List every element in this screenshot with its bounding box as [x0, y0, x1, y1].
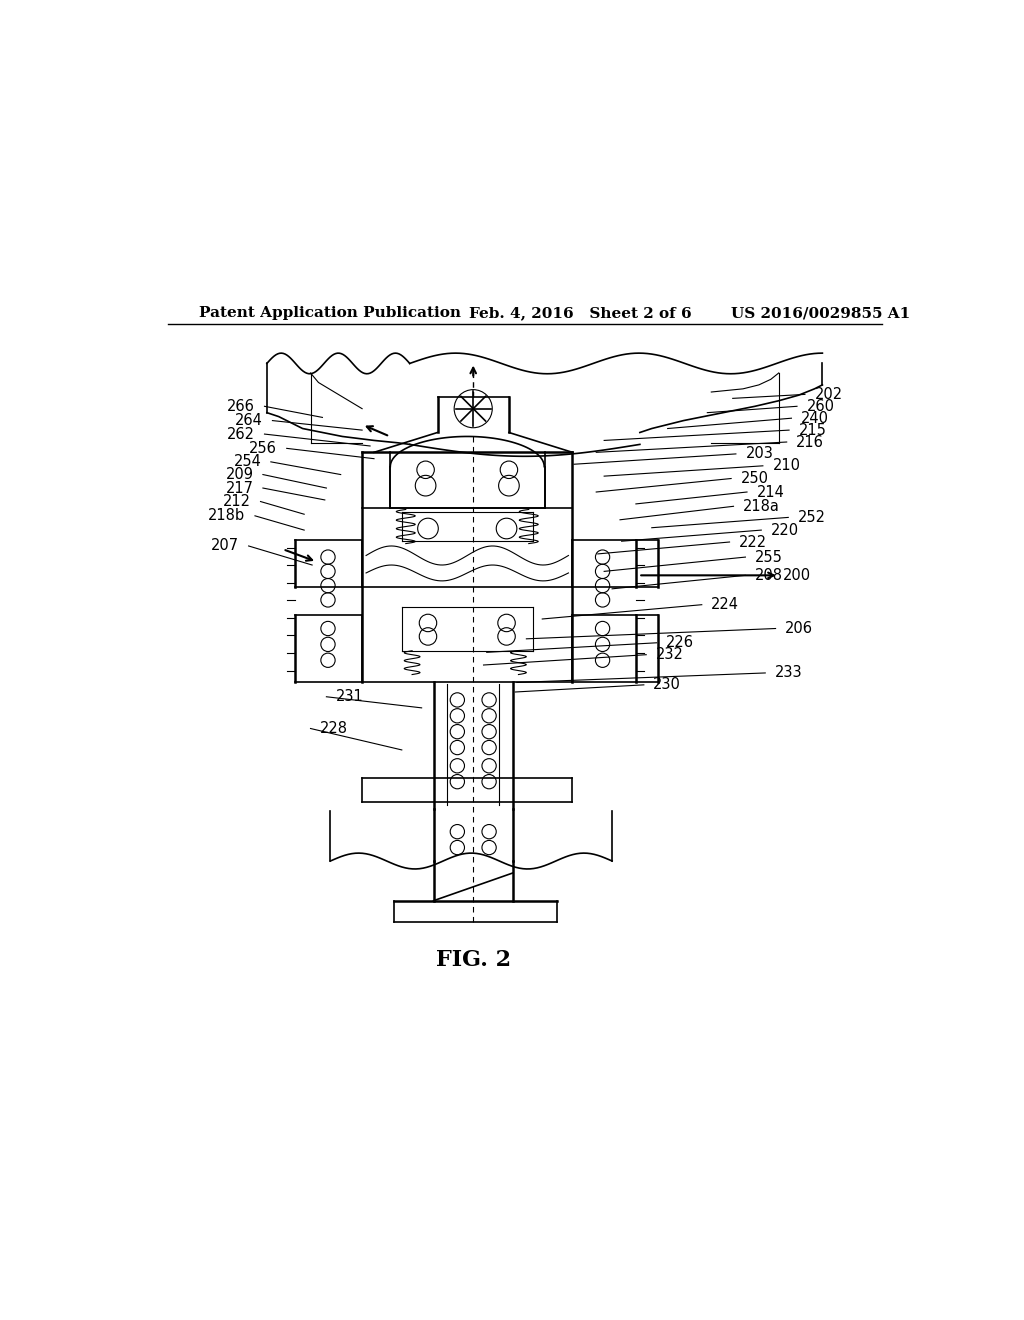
Text: 200: 200: [782, 568, 811, 583]
Text: 254: 254: [233, 454, 261, 470]
Text: 224: 224: [712, 597, 739, 612]
Text: 226: 226: [666, 635, 694, 651]
Text: 203: 203: [745, 446, 773, 462]
Text: 240: 240: [801, 411, 829, 426]
Text: 230: 230: [653, 677, 681, 693]
Text: 202: 202: [814, 387, 843, 401]
Text: 228: 228: [321, 721, 348, 737]
Text: 252: 252: [798, 510, 825, 525]
Text: US 2016/0029855 A1: US 2016/0029855 A1: [731, 306, 910, 321]
Text: FIG. 2: FIG. 2: [435, 949, 511, 972]
Text: 231: 231: [336, 689, 364, 705]
Text: 260: 260: [807, 399, 835, 413]
Text: 264: 264: [236, 413, 263, 428]
Text: 218b: 218b: [208, 508, 246, 523]
Text: 256: 256: [249, 441, 278, 455]
Text: 218a: 218a: [743, 499, 780, 513]
Text: 208: 208: [755, 568, 783, 583]
Text: 216: 216: [797, 434, 824, 450]
Text: 262: 262: [227, 426, 255, 442]
Text: 214: 214: [757, 484, 784, 499]
Text: 207: 207: [211, 539, 240, 553]
Text: Patent Application Publication: Patent Application Publication: [200, 306, 462, 321]
Text: 212: 212: [223, 494, 251, 510]
Text: 206: 206: [785, 620, 813, 636]
Text: 266: 266: [227, 399, 255, 413]
Text: 222: 222: [739, 535, 767, 549]
Text: 209: 209: [225, 467, 253, 482]
Text: 255: 255: [755, 549, 782, 565]
Text: 217: 217: [225, 480, 253, 495]
Text: 210: 210: [772, 458, 801, 474]
Text: 220: 220: [771, 523, 799, 537]
Text: 233: 233: [775, 665, 803, 680]
Text: 215: 215: [799, 422, 826, 438]
Text: Feb. 4, 2016   Sheet 2 of 6: Feb. 4, 2016 Sheet 2 of 6: [469, 306, 692, 321]
Text: 250: 250: [740, 471, 769, 486]
Text: 232: 232: [655, 647, 684, 663]
